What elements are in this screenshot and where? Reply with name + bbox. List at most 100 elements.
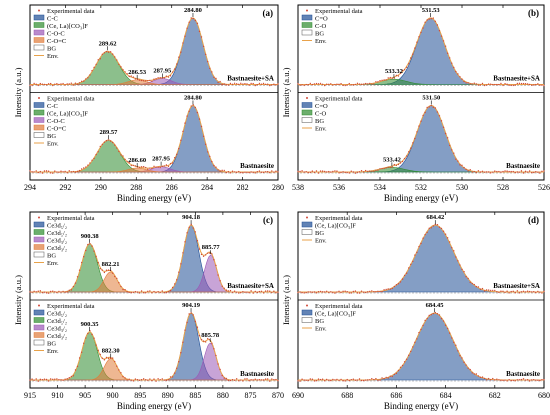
experimental-point xyxy=(165,291,168,294)
experimental-point xyxy=(471,83,473,85)
legend-entry: C-O xyxy=(315,111,327,118)
experimental-point xyxy=(457,160,459,162)
experimental-point xyxy=(364,82,367,85)
experimental-point xyxy=(305,291,307,294)
experimental-point xyxy=(397,369,400,372)
experimental-point xyxy=(171,162,174,164)
experimental-point xyxy=(277,171,279,173)
experimental-point xyxy=(432,17,434,19)
experimental-point xyxy=(64,378,66,380)
experimental-point xyxy=(348,172,350,174)
x-tick-label: 284 xyxy=(201,183,213,192)
legend-swatch xyxy=(33,229,45,235)
experimental-point xyxy=(518,171,521,173)
experimental-point xyxy=(33,82,35,85)
experimental-point xyxy=(173,372,176,374)
experimental-point xyxy=(311,83,314,86)
experimental-point xyxy=(161,378,163,380)
experimental-point xyxy=(277,83,279,85)
experimental-point xyxy=(213,76,215,78)
experimental-point xyxy=(475,171,478,174)
legend-entry: Env. xyxy=(47,141,59,148)
experimental-point xyxy=(39,290,42,292)
experimental-point xyxy=(526,171,529,173)
experimental-point xyxy=(165,164,168,166)
experimental-point xyxy=(317,291,320,293)
experimental-point xyxy=(432,312,434,315)
experimental-point xyxy=(496,378,498,380)
experimental-point xyxy=(72,84,75,86)
experimental-point xyxy=(453,66,455,69)
experimental-point xyxy=(543,84,545,87)
x-axis-label: Binding energy (eV) xyxy=(117,193,191,203)
experimental-point xyxy=(352,171,355,173)
experimental-point xyxy=(373,83,375,85)
experimental-point xyxy=(299,291,301,293)
legend-entry: Ce3d₃/₂ xyxy=(47,245,67,252)
experimental-point xyxy=(41,291,44,294)
legend-swatch xyxy=(306,304,308,307)
experimental-point xyxy=(369,170,371,172)
peak-annotation: 904.18 xyxy=(182,214,201,221)
experimental-point xyxy=(471,282,473,285)
experimental-point xyxy=(426,231,428,234)
experimental-point xyxy=(29,379,31,381)
experimental-point xyxy=(49,290,52,293)
x-tick-label: 538 xyxy=(292,183,304,192)
experimental-point xyxy=(481,376,484,378)
experimental-point xyxy=(219,170,221,172)
experimental-point xyxy=(377,379,379,382)
legend-swatch xyxy=(301,117,313,123)
experimental-point xyxy=(346,171,348,174)
experimental-point xyxy=(89,242,91,245)
experimental-point xyxy=(271,291,273,294)
experimental-point xyxy=(383,79,385,81)
experimental-point xyxy=(163,77,166,79)
experimental-point xyxy=(364,169,367,172)
legend-swatch xyxy=(33,117,45,123)
experimental-point xyxy=(235,291,238,293)
experimental-point xyxy=(277,291,279,293)
experimental-point xyxy=(58,171,60,173)
experimental-point xyxy=(35,170,37,172)
experimental-point xyxy=(182,130,184,133)
experimental-point xyxy=(169,289,172,292)
experimental-point xyxy=(192,227,194,229)
experimental-point xyxy=(211,71,213,73)
experimental-point xyxy=(438,29,441,32)
experimental-point xyxy=(506,170,508,172)
experimental-point xyxy=(502,84,504,87)
legend-entry: C-O-C xyxy=(47,31,65,38)
peak-annotation: 684.42 xyxy=(426,214,444,221)
experimental-point xyxy=(336,83,338,85)
experimental-point xyxy=(62,171,64,173)
experimental-point xyxy=(258,379,261,381)
experimental-point xyxy=(541,170,543,173)
experimental-point xyxy=(426,317,428,320)
experimental-point xyxy=(54,378,56,380)
experimental-point xyxy=(126,160,128,163)
experimental-point xyxy=(313,291,316,293)
experimental-point xyxy=(49,172,52,174)
experimental-point xyxy=(326,83,328,85)
experimental-point xyxy=(157,77,159,79)
experimental-point xyxy=(202,135,205,138)
experimental-point xyxy=(231,83,234,86)
experimental-point xyxy=(428,106,430,108)
subplot-raw: 684.45 Bastnaesite Experimental data(Ce, L… xyxy=(297,302,545,382)
experimental-point xyxy=(196,239,199,242)
experimental-point xyxy=(344,171,346,174)
experimental-point xyxy=(217,169,219,171)
experimental-point xyxy=(375,169,377,172)
experimental-point xyxy=(163,379,166,381)
experimental-point xyxy=(130,379,132,381)
experimental-point xyxy=(85,337,87,339)
experimental-point xyxy=(134,78,137,80)
experimental-point xyxy=(198,30,201,33)
experimental-point xyxy=(97,261,99,264)
experimental-point xyxy=(297,83,299,85)
experimental-point xyxy=(473,82,475,84)
experimental-point xyxy=(258,290,261,293)
sample-label: Bastnaesite xyxy=(240,162,274,170)
x-tick-label: 680 xyxy=(538,391,550,400)
